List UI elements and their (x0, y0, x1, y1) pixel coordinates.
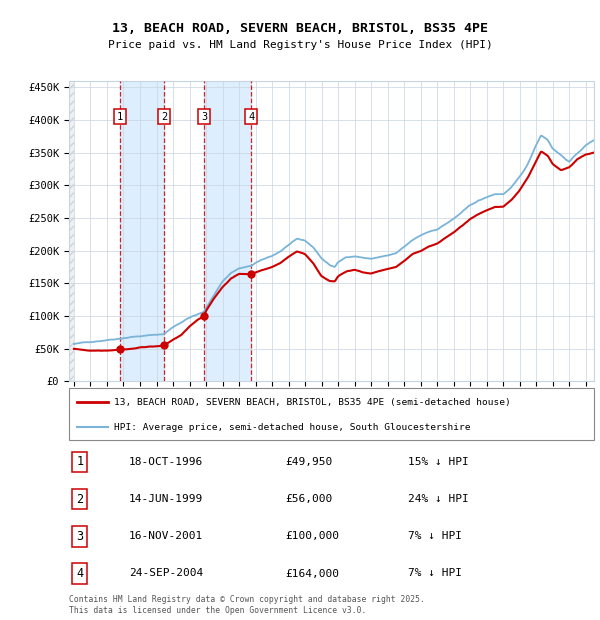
Text: 1: 1 (117, 112, 123, 122)
Text: 24% ↓ HPI: 24% ↓ HPI (408, 494, 469, 504)
Text: 13, BEACH ROAD, SEVERN BEACH, BRISTOL, BS35 4PE (semi-detached house): 13, BEACH ROAD, SEVERN BEACH, BRISTOL, B… (113, 398, 511, 407)
Text: 14-JUN-1999: 14-JUN-1999 (129, 494, 203, 504)
FancyBboxPatch shape (69, 388, 594, 440)
Text: 16-NOV-2001: 16-NOV-2001 (129, 531, 203, 541)
Text: Contains HM Land Registry data © Crown copyright and database right 2025.
This d: Contains HM Land Registry data © Crown c… (69, 595, 425, 614)
Text: 2: 2 (161, 112, 167, 122)
Text: 1: 1 (76, 456, 83, 468)
Text: 7% ↓ HPI: 7% ↓ HPI (408, 531, 462, 541)
Text: 15% ↓ HPI: 15% ↓ HPI (408, 457, 469, 467)
Text: 24-SEP-2004: 24-SEP-2004 (129, 569, 203, 578)
Text: 7% ↓ HPI: 7% ↓ HPI (408, 569, 462, 578)
Text: 4: 4 (76, 567, 83, 580)
Text: 3: 3 (76, 530, 83, 542)
Text: £100,000: £100,000 (285, 531, 339, 541)
Text: HPI: Average price, semi-detached house, South Gloucestershire: HPI: Average price, semi-detached house,… (113, 422, 470, 432)
Text: 13, BEACH ROAD, SEVERN BEACH, BRISTOL, BS35 4PE: 13, BEACH ROAD, SEVERN BEACH, BRISTOL, B… (112, 22, 488, 35)
Text: 2: 2 (76, 493, 83, 505)
Text: £49,950: £49,950 (285, 457, 332, 467)
Text: Price paid vs. HM Land Registry's House Price Index (HPI): Price paid vs. HM Land Registry's House … (107, 40, 493, 50)
Text: 18-OCT-1996: 18-OCT-1996 (129, 457, 203, 467)
Text: 4: 4 (248, 112, 254, 122)
Text: £56,000: £56,000 (285, 494, 332, 504)
Bar (120, 81, 164, 381)
Text: 3: 3 (201, 112, 207, 122)
Bar (204, 81, 251, 381)
Text: £164,000: £164,000 (285, 569, 339, 578)
